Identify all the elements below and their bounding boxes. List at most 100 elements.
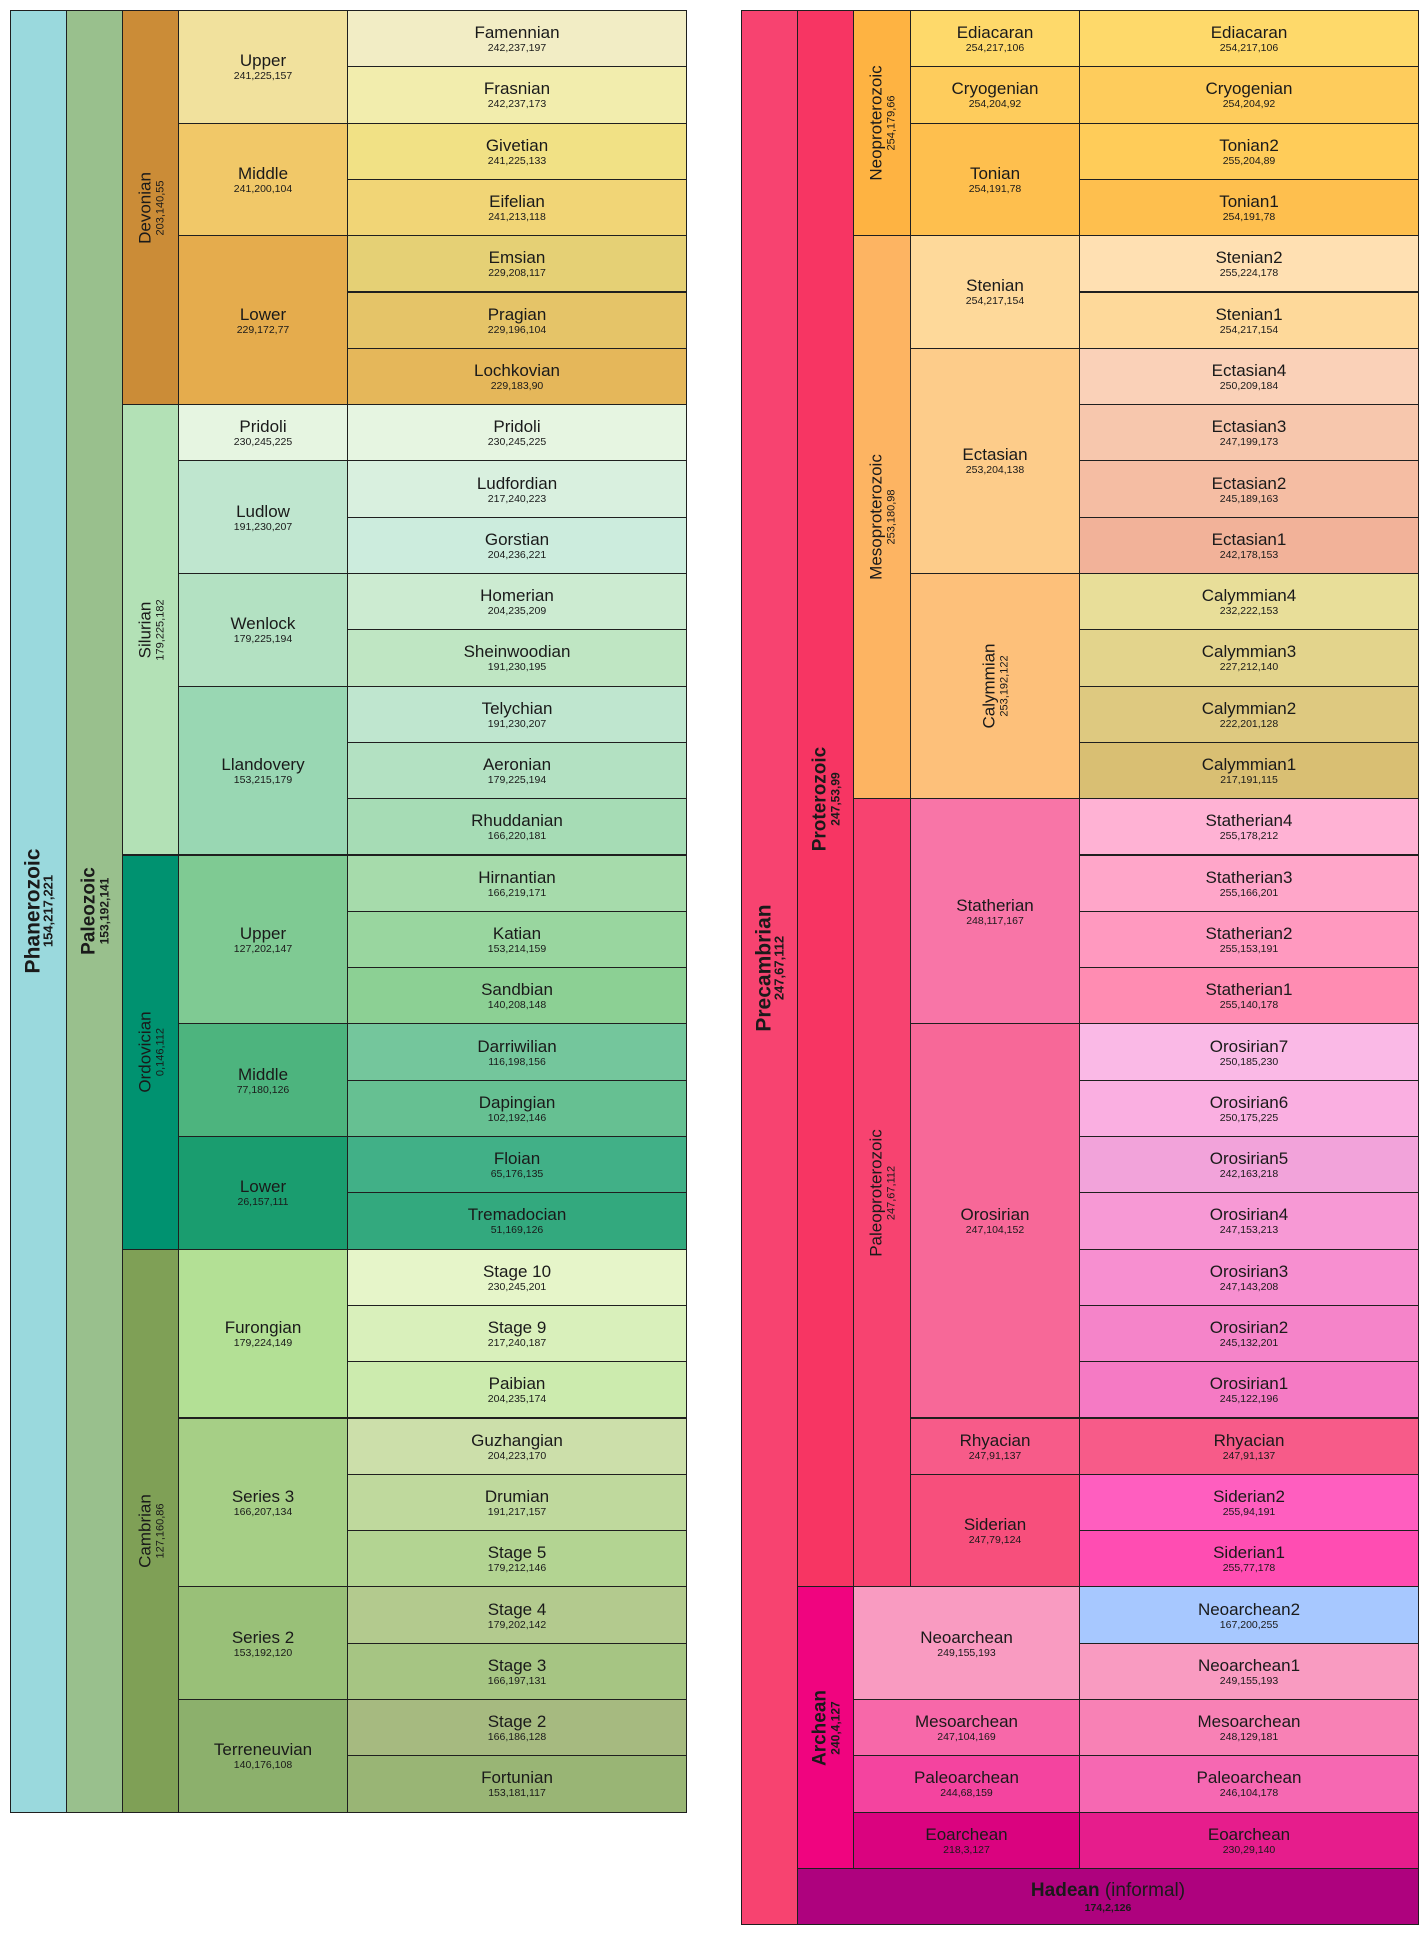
stage-eoarchean-code: 230,29,140 xyxy=(1222,1843,1276,1856)
era-mesoarchean-name: Mesoarchean xyxy=(914,1712,1018,1732)
era-eoarchean-code: 218,3,127 xyxy=(943,1843,990,1856)
period-ectasian: Ectasian 253,204,138 xyxy=(910,347,1080,574)
stage-ectasian4-name: Ectasian4 xyxy=(1211,360,1287,380)
series-wenlock: Wenlock 179,225,194 xyxy=(178,573,348,687)
era-mesoproterozoic: Mesoproterozoic 253,180,98 xyxy=(853,235,911,800)
stage-pragian: Pragian 229,196,104 xyxy=(347,291,687,349)
stage-stenian1-name: Stenian1 xyxy=(1215,304,1283,324)
series-furongian-code: 179,224,149 xyxy=(233,1337,293,1350)
stage-homerian-name: Homerian xyxy=(480,586,554,606)
stage-pridoli-code: 230,245,225 xyxy=(487,436,547,449)
stage-emsian-name: Emsian xyxy=(488,248,546,268)
stage-calymmian3-name: Calymmian3 xyxy=(1201,642,1297,662)
stage-fortunian-code: 153,181,117 xyxy=(488,1787,546,1800)
stage-ectasian2: Ectasian2 245,189,163 xyxy=(1079,460,1419,518)
hadean-qualifier: (informal) xyxy=(1104,1879,1186,1901)
stage-tremadocian-name: Tremadocian xyxy=(467,1205,567,1225)
stage-statherian3: Statherian3 255,166,201 xyxy=(1079,854,1419,912)
stage-neoarchean2: Neoarchean2 167,200,255 xyxy=(1079,1586,1419,1644)
stage-tonian1-code: 254,191,78 xyxy=(1222,211,1276,224)
stage-orosirian6-name: Orosirian6 xyxy=(1209,1092,1289,1112)
stage-aeronian-code: 179,225,194 xyxy=(487,774,547,787)
stage-orosirian5-name: Orosirian5 xyxy=(1209,1149,1289,1169)
series-middle-code: 241,200,104 xyxy=(233,182,293,195)
series-ludlow-name: Ludlow xyxy=(236,501,290,521)
period-siderian-name: Siderian xyxy=(963,1515,1027,1535)
stage-lochkovian-name: Lochkovian xyxy=(473,360,560,380)
stage-givetian-name: Givetian xyxy=(485,135,549,155)
stage-stage-9-name: Stage 9 xyxy=(487,1318,547,1338)
stage-stage-9: Stage 9 217,240,187 xyxy=(347,1304,687,1363)
stage-orosirian1: Orosirian1 245,122,196 xyxy=(1079,1361,1419,1419)
stage-calymmian2-name: Calymmian2 xyxy=(1201,698,1297,718)
period-siderian: Siderian 247,79,124 xyxy=(910,1473,1080,1588)
series-series-3-code: 166,207,134 xyxy=(233,1505,293,1518)
period-stenian-name: Stenian xyxy=(966,276,1024,296)
eon-proterozoic-code: 247,53,99 xyxy=(828,772,842,826)
stage-drumian-name: Drumian xyxy=(484,1486,550,1506)
stage-homerian: Homerian 204,235,209 xyxy=(347,573,687,631)
stage-sheinwoodian-name: Sheinwoodian xyxy=(463,642,571,662)
stage-ludfordian-code: 217,240,223 xyxy=(487,492,547,505)
stage-orosirian3-name: Orosirian3 xyxy=(1209,1261,1289,1281)
stage-statherian2: Statherian2 255,153,191 xyxy=(1079,910,1419,969)
supereon-precambrian-code: 247,67,112 xyxy=(771,935,786,1000)
stage-calymmian4-code: 232,222,153 xyxy=(1219,605,1279,618)
stage-ediacaran: Ediacaran 254,217,106 xyxy=(1079,10,1419,68)
period-statherian-name: Statherian xyxy=(956,895,1034,915)
period-siderian-code: 247,79,124 xyxy=(968,1534,1022,1547)
stage-drumian-code: 191,217,157 xyxy=(487,1505,547,1518)
stage-stage-4: Stage 4 179,202,142 xyxy=(347,1586,687,1644)
system-cambrian: Cambrian 127,160,86 xyxy=(122,1248,179,1813)
eon-phanerozoic-code: 154,217,221 xyxy=(40,875,55,948)
stage-stage-3-name: Stage 3 xyxy=(487,1655,547,1675)
system-silurian-code: 179,225,182 xyxy=(154,599,166,661)
stage-floian-name: Floian xyxy=(493,1149,541,1169)
stage-guzhangian-code: 204,223,170 xyxy=(487,1449,547,1462)
series-middle: Middle 77,180,126 xyxy=(178,1023,348,1137)
period-orosirian-code: 247,104,152 xyxy=(965,1224,1025,1237)
stage-mesoarchean: Mesoarchean 248,129,181 xyxy=(1079,1699,1419,1757)
eon-archean: Archean 240,4,127 xyxy=(797,1586,854,1869)
stage-aeronian-name: Aeronian xyxy=(482,755,552,775)
stage-calymmian1-code: 217,191,115 xyxy=(1220,774,1278,787)
stage-eoarchean-name: Eoarchean xyxy=(1207,1824,1291,1844)
era-paleoarchean-name: Paleoarchean xyxy=(914,1768,1019,1788)
series-upper-name: Upper xyxy=(239,923,287,943)
stage-stage-5-name: Stage 5 xyxy=(487,1543,547,1563)
stage-emsian-code: 229,208,117 xyxy=(488,267,546,280)
system-ordovician-code: 0,146,112 xyxy=(154,1027,166,1077)
era-neoproterozoic-code: 254,179,66 xyxy=(885,95,898,151)
stage-statherian3-code: 255,166,201 xyxy=(1219,886,1279,899)
series-upper: Upper 127,202,147 xyxy=(178,854,348,1025)
stage-gorstian-code: 204,236,221 xyxy=(487,548,547,561)
era-paleoarchean-code: 244,68,159 xyxy=(940,1787,993,1800)
stage-orosirian2-code: 245,132,201 xyxy=(1219,1337,1279,1350)
series-terreneuvian-name: Terreneuvian xyxy=(213,1740,313,1760)
stage-tonian1-name: Tonian1 xyxy=(1219,192,1279,212)
era-paleozoic-code: 153,192,141 xyxy=(97,877,111,945)
stage-lochkovian: Lochkovian 229,183,90 xyxy=(347,347,687,406)
stage-orosirian7-name: Orosirian7 xyxy=(1209,1036,1289,1056)
stage-eifelian-name: Eifelian xyxy=(489,192,545,212)
stage-orosirian6: Orosirian6 250,175,225 xyxy=(1079,1079,1419,1137)
stage-siderian1-code: 255,77,178 xyxy=(1222,1562,1276,1575)
stage-telychian-name: Telychian xyxy=(481,698,553,718)
stage-stenian2-code: 255,224,178 xyxy=(1219,267,1279,280)
series-upper-name: Upper xyxy=(239,51,287,71)
stage-telychian: Telychian 191,230,207 xyxy=(347,685,687,743)
stage-katian: Katian 153,214,159 xyxy=(347,910,687,969)
stage-neoarchean2-code: 167,200,255 xyxy=(1219,1618,1279,1631)
system-cambrian-name: Cambrian xyxy=(135,1493,154,1568)
period-rhyacian-name: Rhyacian xyxy=(959,1430,1031,1450)
stage-darriwilian-code: 116,198,156 xyxy=(488,1055,546,1068)
stage-stenian2-name: Stenian2 xyxy=(1215,248,1283,268)
stage-stage-4-name: Stage 4 xyxy=(487,1599,547,1619)
stage-givetian-code: 241,225,133 xyxy=(487,154,547,167)
period-orosirian: Orosirian 247,104,152 xyxy=(910,1023,1080,1419)
stage-gorstian: Gorstian 204,236,221 xyxy=(347,516,687,574)
stage-ectasian3-code: 247,199,173 xyxy=(1219,436,1279,449)
series-pridoli-code: 230,245,225 xyxy=(233,436,293,449)
series-ludlow-code: 191,230,207 xyxy=(233,520,293,533)
stage-lochkovian-code: 229,183,90 xyxy=(490,379,544,392)
